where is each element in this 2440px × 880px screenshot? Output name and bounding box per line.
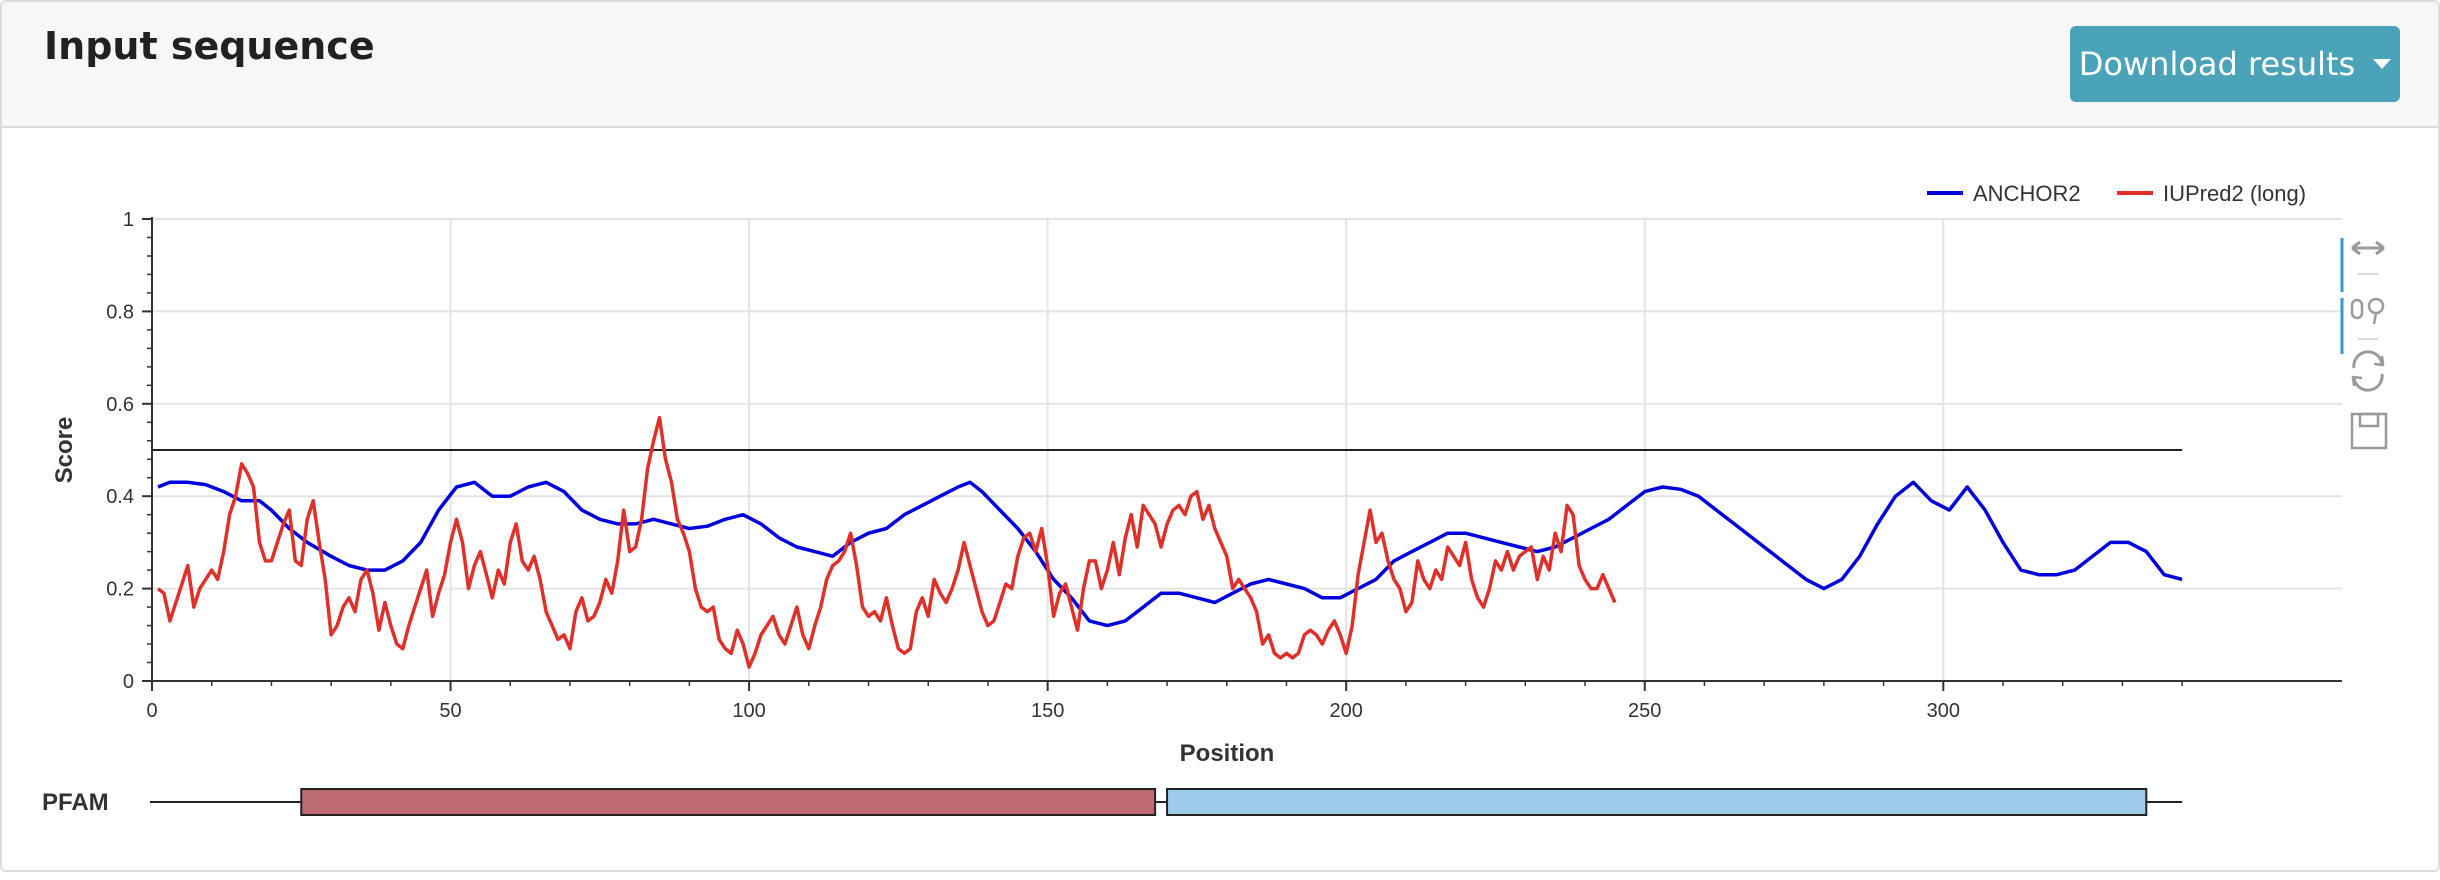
legend: ANCHOR2 IUPred2 (long) <box>1927 181 2306 206</box>
pfam-label: PFAM <box>42 789 109 816</box>
series-lines <box>152 415 2183 669</box>
y-tick-label: 0 <box>123 671 134 693</box>
reset-arrowheads <box>2351 355 2385 387</box>
x-tick-label: 200 <box>1330 700 1363 722</box>
x-axis-label: Position <box>1180 740 1275 767</box>
y-tick-label: 0.8 <box>106 301 134 323</box>
y-tick-label: 1 <box>123 209 134 231</box>
lens-shape <box>2367 297 2385 315</box>
chart-toolbar <box>2340 238 2388 450</box>
iupred2-series-line <box>156 415 1617 669</box>
x-tick-label: 300 <box>1927 700 1960 722</box>
anchor2-series-line <box>157 480 2183 628</box>
reset-icon[interactable] <box>2351 350 2385 392</box>
x-tick-label: 250 <box>1628 700 1661 722</box>
pan-arrow-shape <box>2351 240 2385 256</box>
pan-icon[interactable] <box>2351 240 2385 256</box>
axes: 0 0.2 0.4 0.6 0.8 1 0 50 100 150 200 250 300 Position… <box>51 209 2342 767</box>
y-tick-label: 0.2 <box>106 579 134 601</box>
save-slot-shape <box>2358 412 2380 428</box>
x-tick-label: 150 <box>1031 700 1064 722</box>
x-tick-label: 100 <box>732 700 765 722</box>
lens-handle-shape <box>2372 312 2378 325</box>
card-header: Input sequence Download results <box>2 2 2438 128</box>
mouse-shape <box>2350 298 2364 320</box>
download-results-label: Download results <box>2078 45 2356 83</box>
y-tick-label: 0.4 <box>106 486 134 508</box>
x-tick-label: 0 <box>146 700 157 722</box>
pfam-track: PFAM <box>42 788 2183 816</box>
pfam-domain-1[interactable] <box>300 788 1157 816</box>
legend-label-iupred2: IUPred2 (long) <box>2163 181 2306 206</box>
y-axis-label: Score <box>51 417 78 484</box>
reset-arc-shape <box>2352 350 2384 392</box>
save-frame-shape <box>2350 412 2388 450</box>
wheel-zoom-icon[interactable] <box>2350 297 2385 325</box>
page-title: Input sequence <box>44 24 375 68</box>
x-tick-label: 50 <box>439 700 461 722</box>
save-icon[interactable] <box>2350 412 2388 450</box>
pfam-domain-2[interactable] <box>1166 788 2148 816</box>
legend-label-anchor2: ANCHOR2 <box>1973 181 2081 206</box>
chart[interactable]: 0 0.2 0.4 0.6 0.8 1 0 50 100 150 200 250 300 Position… <box>2 126 2438 866</box>
caret-down-icon <box>2373 59 2392 69</box>
y-tick-label: 0.6 <box>106 394 134 416</box>
download-results-button[interactable]: Download results <box>2070 26 2400 102</box>
